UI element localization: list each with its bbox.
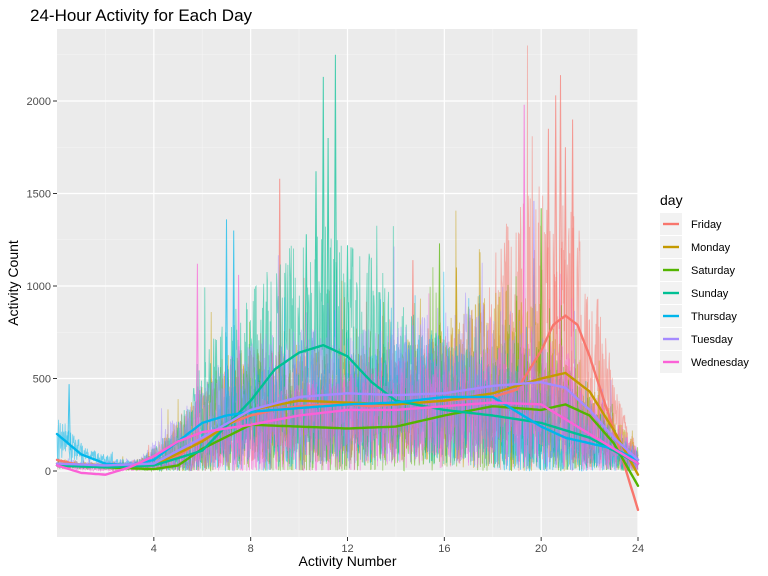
raw-spike-wednesday xyxy=(522,104,526,419)
y-axis-title: Activity Count xyxy=(5,240,21,326)
x-tick-label: 20 xyxy=(535,543,547,555)
raw-spike-wednesday xyxy=(236,274,241,449)
legend: day Friday Monday Saturday Sunday Thursday Tu… xyxy=(660,192,749,373)
legend-label-saturday: Saturday xyxy=(691,265,736,277)
raw-spike-friday xyxy=(546,128,551,353)
raw-spike-thursday xyxy=(67,384,71,451)
raw-spike-wednesday xyxy=(195,263,200,461)
smooth-line-tuesday xyxy=(55,381,640,467)
legend-label-friday: Friday xyxy=(691,219,722,231)
legend-label-monday: Monday xyxy=(691,242,731,254)
smooth-line-saturday xyxy=(55,403,640,487)
legend-label-sunday: Sunday xyxy=(691,288,729,300)
raw-spike-sunday xyxy=(333,54,338,376)
y-tick-label: 0 xyxy=(45,466,51,478)
raw-spike-sunday xyxy=(326,137,330,374)
chart-title: 24-Hour Activity for Each Day xyxy=(30,6,253,25)
raw-spike-sunday xyxy=(321,76,325,375)
y-tick-label: 1500 xyxy=(27,189,51,201)
smooth-line-sunday xyxy=(55,344,640,469)
x-tick-label: 4 xyxy=(151,543,157,555)
raw-spike-friday xyxy=(558,75,563,358)
raw-spike-sunday xyxy=(314,171,318,376)
legend-title: day xyxy=(660,192,683,208)
raw-spike-friday xyxy=(554,95,558,356)
x-tick-label: 16 xyxy=(438,543,450,555)
raw-spike-sunday xyxy=(304,234,309,377)
raw-spike-thursday xyxy=(224,219,229,441)
legend-label-tuesday: Tuesday xyxy=(691,334,733,346)
smooth-line-wednesday xyxy=(55,401,640,476)
x-tick-label: 24 xyxy=(632,543,644,555)
raw-spike-sunday xyxy=(345,245,350,378)
raw-spike-friday xyxy=(563,147,568,360)
x-axis-title: Activity Number xyxy=(298,553,396,569)
legend-label-wednesday: Wednesday xyxy=(691,357,749,369)
smooth-trend-layer xyxy=(55,314,640,512)
y-tick-label: 1000 xyxy=(27,281,51,293)
axis-layer: 4 8 12 16 20 24 0 500 1000 1500 2000 xyxy=(27,96,645,555)
raw-spike-tuesday xyxy=(532,200,536,415)
legend-label-thursday: Thursday xyxy=(691,311,737,323)
x-tick-label: 8 xyxy=(248,543,254,555)
raw-spike-thursday xyxy=(232,230,236,438)
raw-trace-wednesday xyxy=(56,273,639,473)
raw-spike-friday xyxy=(570,119,575,364)
smooth-line-thursday xyxy=(55,395,640,467)
y-tick-label: 500 xyxy=(33,374,51,386)
x-tick-label: 12 xyxy=(341,543,353,555)
y-tick-label: 2000 xyxy=(27,96,51,108)
